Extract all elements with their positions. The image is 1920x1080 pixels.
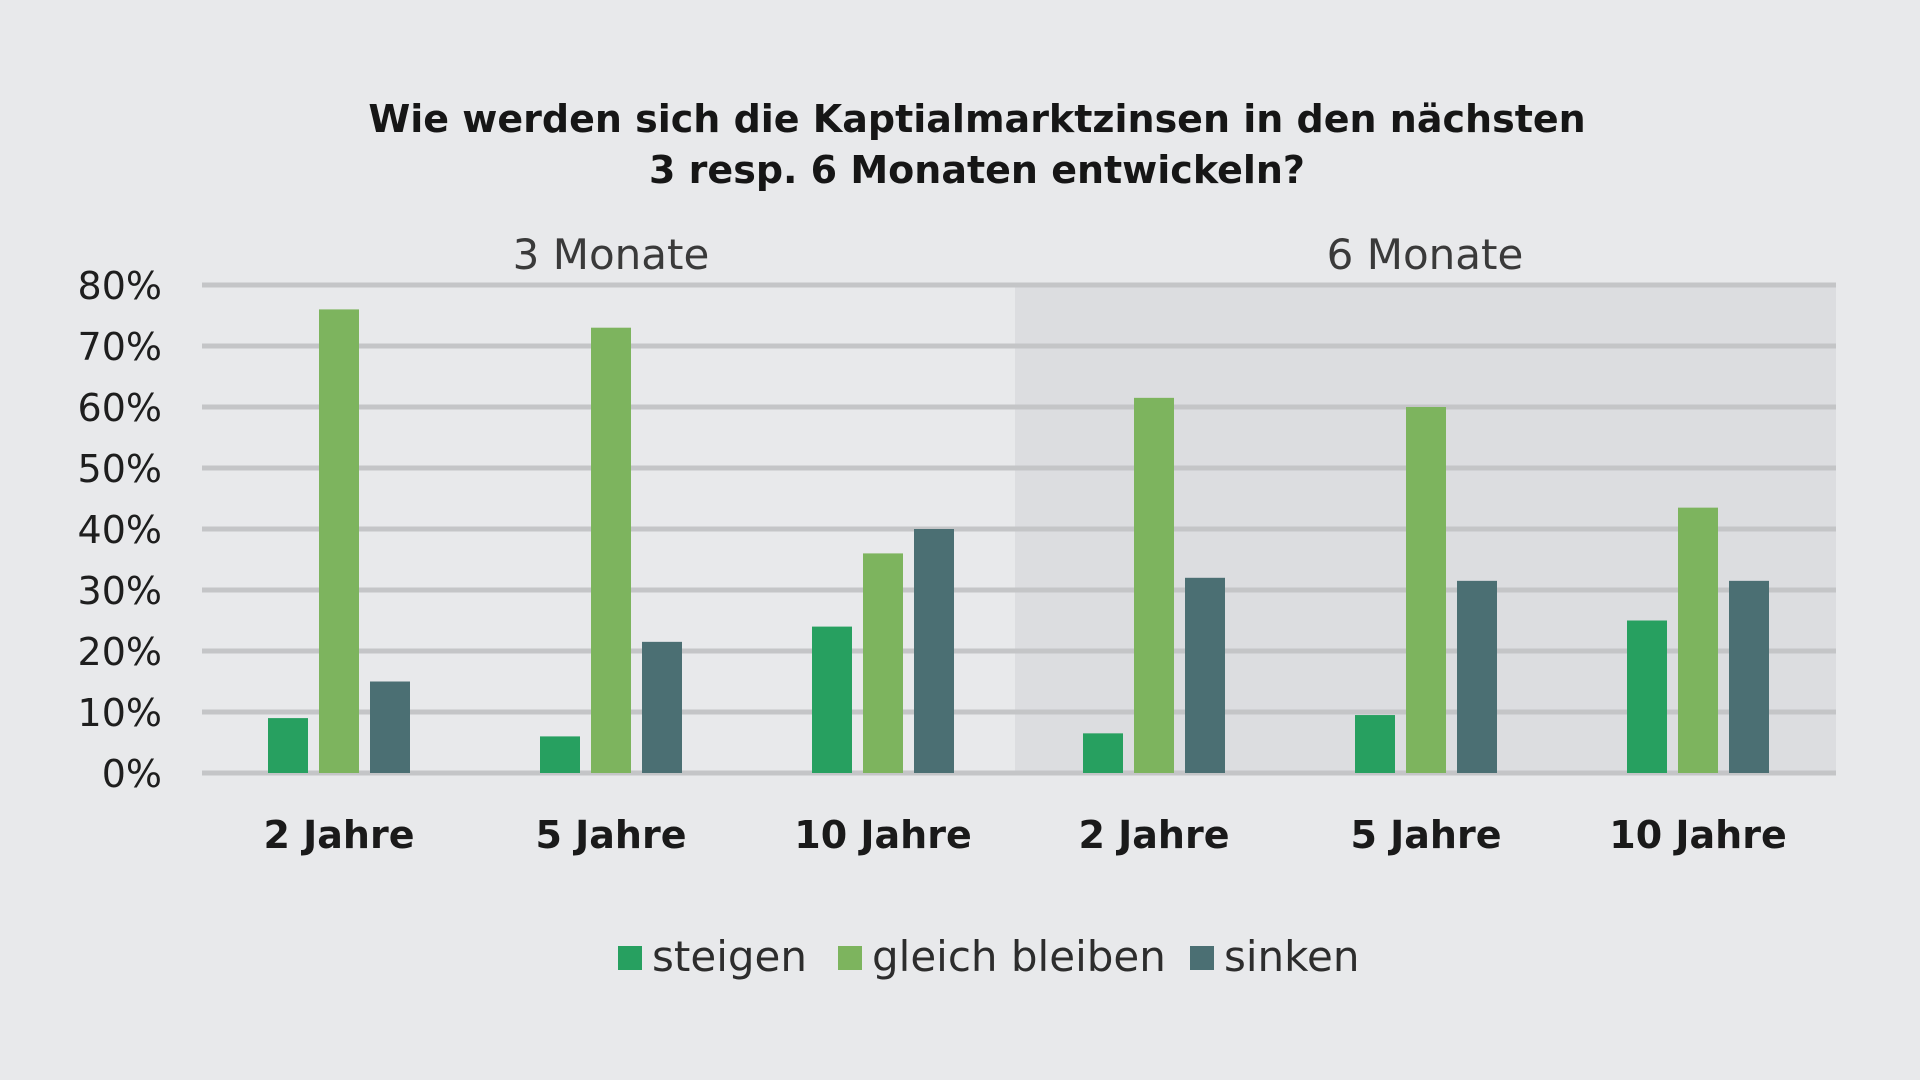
bar-gleich-bleiben-5: [1406, 407, 1446, 773]
bar-gleich-bleiben-1: [319, 309, 359, 773]
legend-swatch-sinken: [1190, 946, 1214, 970]
chart-title-line-1: Wie werden sich die Kaptialmarktzinsen i…: [368, 97, 1585, 141]
chart-title-line-2: 3 resp. 6 Monaten entwickeln?: [649, 148, 1305, 192]
bar-gleich-bleiben-4: [1134, 397, 1174, 773]
x-category-label: 5 Jahre: [535, 813, 686, 857]
bar-gleich-bleiben-3: [863, 553, 903, 773]
bar-steigen-4: [1083, 733, 1123, 773]
x-category-label: 10 Jahre: [1609, 813, 1786, 857]
legend: steigen gleich bleiben sinken: [618, 932, 1359, 981]
bar-steigen-5: [1355, 715, 1395, 773]
y-tick-label: 0%: [102, 752, 162, 796]
bar-sinken-3: [914, 529, 954, 773]
legend-label-sinken: sinken: [1224, 932, 1359, 981]
bar-sinken-5: [1457, 580, 1497, 773]
y-tick-label: 80%: [78, 264, 162, 308]
y-tick-label: 40%: [78, 508, 162, 552]
y-tick-label: 70%: [78, 325, 162, 369]
legend-swatch-gleich-bleiben: [838, 946, 862, 970]
y-tick-label: 20%: [78, 630, 162, 674]
x-category-label: 2 Jahre: [263, 813, 414, 857]
grid-lines: [202, 282, 1836, 776]
y-tick-label: 10%: [78, 691, 162, 735]
group-label-3-monate: 3 Monate: [513, 230, 710, 279]
bar-sinken-4: [1185, 577, 1225, 773]
bar-steigen-1: [268, 718, 308, 773]
legend-label-gleich-bleiben: gleich bleiben: [872, 932, 1166, 981]
bar-steigen-3: [812, 626, 852, 773]
bar-sinken-2: [642, 641, 682, 773]
x-category-label: 2 Jahre: [1078, 813, 1229, 857]
y-axis-ticks: 0% 10% 20% 30% 40% 50% 60% 70% 80%: [78, 264, 162, 796]
x-category-label: 5 Jahre: [1350, 813, 1501, 857]
bar-sinken-6: [1729, 580, 1769, 773]
legend-label-steigen: steigen: [652, 932, 807, 981]
bar-sinken-1: [370, 681, 410, 773]
category-labels: 2 Jahre 5 Jahre 10 Jahre 2 Jahre 5 Jahre 10 J…: [263, 813, 1786, 857]
legend-swatch-steigen: [618, 946, 642, 970]
group-label-6-monate: 6 Monate: [1327, 230, 1524, 279]
bar-gleich-bleiben-6: [1678, 507, 1718, 773]
x-category-label: 10 Jahre: [794, 813, 971, 857]
y-tick-label: 50%: [78, 447, 162, 491]
y-tick-label: 60%: [78, 386, 162, 430]
bar-gleich-bleiben-2: [591, 327, 631, 773]
bar-steigen-2: [540, 736, 580, 773]
y-tick-label: 30%: [78, 569, 162, 613]
bars: [268, 309, 1769, 773]
bar-steigen-6: [1627, 620, 1667, 773]
